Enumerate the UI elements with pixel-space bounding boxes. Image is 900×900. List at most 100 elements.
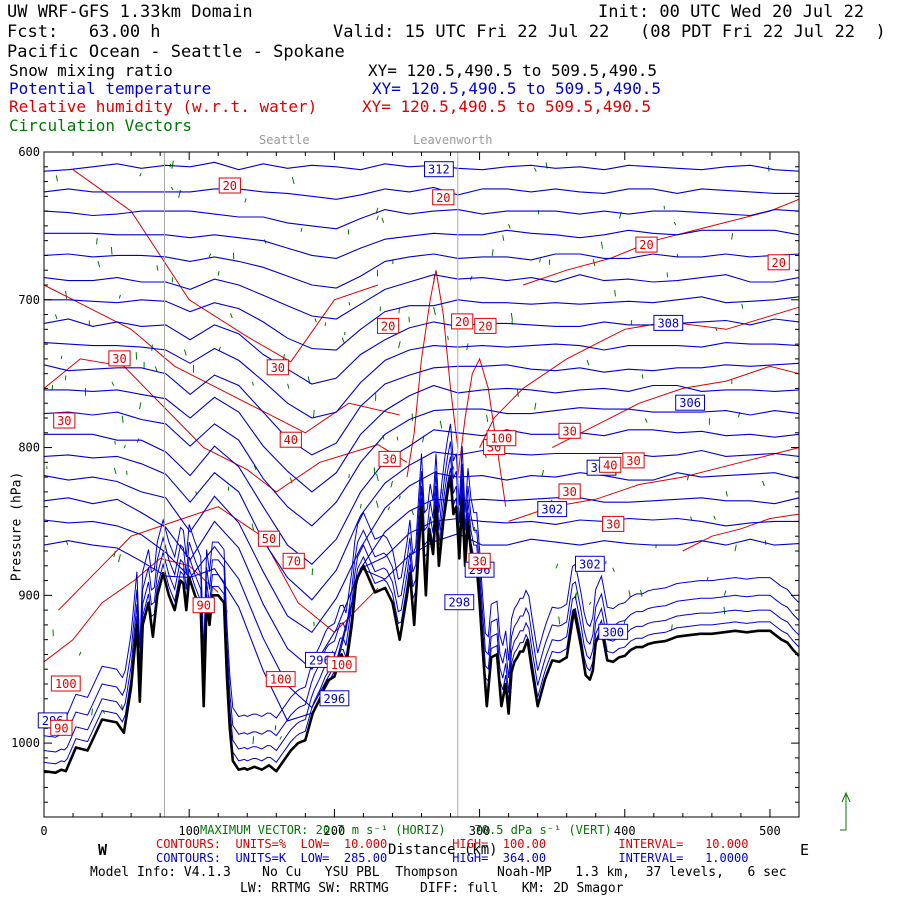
circulation-vector [178,189,181,198]
theta-contour-label: 300 [602,625,624,639]
rh-contour-label: 90 [196,599,210,613]
circulation-vector [218,346,221,351]
circulation-vector [398,495,401,500]
circulation-vector [762,480,765,487]
region-label: Pacific Ocean - Seattle - Spokane [7,42,345,62]
circulation-vector [725,491,728,497]
circulation-vector [208,253,212,258]
rh-contour [43,358,408,493]
rh-contour-label-box [486,430,517,447]
rh-contour [43,557,219,663]
isentrope-304 [43,342,800,419]
circulation-vector [381,217,385,223]
circulation-vector [314,318,317,323]
circulation-vector [640,589,643,597]
axis-ticks: 600 700 800 900 1000 0 100 200 300 400 500 [11,145,800,838]
valid-time: Valid: 15 UTC Fri 22 Jul 22 (08 PDT Fri … [333,22,886,42]
rh-contour [406,270,459,478]
circulation-vector [397,341,401,349]
field-snow-xy: XY= 120.5,490.5 to 509.5,490.5 [368,61,657,80]
theta-contour-label: 308 [657,316,679,330]
theta-contour-label: 302 [541,503,563,517]
rh-contour-label-box [282,552,305,569]
circulation-vector [541,469,545,477]
marker-seattle-label: Seattle [259,133,310,147]
rh-contour-label: 30 [562,424,576,438]
circulation-vector [723,590,727,596]
circulation-vector [673,221,677,226]
circulation-vector [291,176,295,184]
circulation-vector [534,402,537,410]
rh-contour-label: 100 [491,432,513,446]
circulation-vector [118,554,121,563]
terrain-line [43,475,800,774]
rh-contour-label-box [599,456,622,473]
rh-contour-label: 40 [603,458,617,472]
circulation-vector [230,313,233,319]
circulation-vector [510,312,513,321]
rh-contour-label-box [635,236,658,253]
near-surface-isentrope [43,456,800,753]
field-rh-label: Relative humidity (w.r.t. water) [9,97,318,116]
circulation-vector [287,383,290,389]
circulation-vector [614,289,616,297]
rh-contour-label: 100 [55,677,77,691]
location-marker-layer [164,152,459,817]
rh-contour-label-box [451,313,474,330]
circulation-vector [628,590,631,598]
circulation-vector [539,258,541,263]
circulation-vector [408,316,410,323]
circulation-vector [588,601,592,606]
rh-contour-label: 30 [626,454,640,468]
circulation-vector [741,303,744,309]
circulation-vector [558,616,561,625]
field-snow-label: Snow mixing ratio [9,61,173,80]
init-time: Init: 00 UTC Wed 20 Jul 22 [598,2,865,22]
circulation-vector [486,414,489,422]
circulation-vector [376,473,379,482]
circulation-vector [644,418,648,423]
circulation-vector [324,322,327,327]
x-tick-label: 200 [324,824,346,838]
rh-contour [551,365,800,449]
rh-contour-label: 20 [639,238,653,252]
theta-contour-label-box [319,690,350,707]
circulation-vector [289,477,293,484]
circulation-vector [491,249,494,256]
y-tick-label: 900 [18,588,40,602]
circulation-vector [97,260,101,268]
circulation-vector [390,480,393,488]
x-tick-label: 0 [40,824,47,838]
circulation-vector [217,271,220,276]
isentrope-311 [43,186,799,200]
isentrope-307 [43,274,800,320]
rh-contour-label: 100 [331,658,353,672]
circulation-vector [439,420,443,429]
rh-contour-label: 20 [381,319,395,333]
circulation-vector [375,500,379,508]
theta-contour-info: CONTOURS: UNITS=K LOW= 285.00 HIGH= 364.… [156,851,749,865]
circulation-vector [111,381,115,386]
field-vectors-label: Circulation Vectors [9,116,193,135]
theta-contour-label-box [444,594,475,611]
circulation-vector [533,167,537,172]
isentrope-302 [44,384,800,493]
field-rh-xy: XY= 120.5,490.5 to 509.5,490.5 [362,97,651,116]
rh-contour-label-box [468,552,491,569]
rh-contour-label: 50 [262,532,276,546]
circulation-vector [170,186,174,191]
theta-contour-label: 306 [679,396,701,410]
circulation-vector [508,223,511,229]
circulation-vector [586,359,590,366]
field-theta-label: Potential temperature [9,79,212,98]
rh-contour-label-box [266,359,289,376]
rh-contour-label: 30 [112,352,126,366]
circulation-vector [113,467,117,475]
rh-contour [479,306,800,448]
rh-contour-label-box [767,254,790,271]
circulation-vector [171,160,174,169]
circulation-vector [600,241,603,249]
circulation-vector [139,402,142,410]
west-label: W [98,841,108,859]
